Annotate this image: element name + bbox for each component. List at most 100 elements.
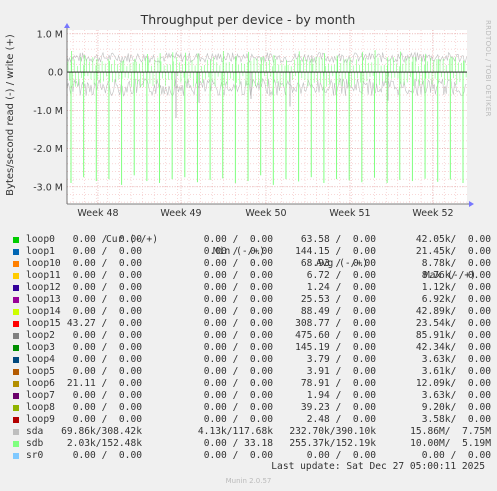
legend-name: sda (26, 426, 44, 437)
legend-cur: 0.00 / 0.00 (72, 306, 142, 317)
legend-avg: 3.79 / 0.00 (306, 354, 376, 365)
legend-avg: 63.58 / 0.00 (300, 234, 376, 245)
legend-swatch (13, 393, 19, 399)
legend-avg: 6.72 / 0.00 (306, 270, 376, 281)
legend-max: 3.63k/ 0.00 (421, 390, 491, 401)
legend-name: loop7 (26, 390, 55, 401)
legend-row-loop11: loop11 0.00 / 0.00 0.00 / 0.00 6.72 / 0.00 8… (0, 270, 497, 282)
legend-max: 23.54k/ 0.00 (415, 318, 491, 329)
legend-name: sr0 (26, 450, 44, 461)
legend-swatch (13, 357, 19, 363)
legend-swatch (13, 309, 19, 315)
y-axis-arrow (64, 23, 70, 28)
legend-max: 6.92k/ 0.00 (421, 294, 491, 305)
legend-cur: 0.00 / 0.00 (72, 414, 142, 425)
legend-swatch (13, 249, 19, 255)
legend-cur: 0.00 / 0.00 (72, 258, 142, 269)
legend-cur: 0.00 / 0.00 (72, 234, 142, 245)
legend-min: 0.00 / 0.00 (203, 450, 273, 461)
legend-min: 0.00 / 0.00 (203, 390, 273, 401)
last-update: Last update: Sat Dec 27 05:00:11 2025 (271, 461, 485, 472)
legend-row-sr0: sr0 0.00 / 0.00 0.00 / 0.00 0.00 / 0.00 0.00… (0, 450, 497, 462)
legend-cur: 0.00 / 0.00 (72, 330, 142, 341)
legend-row-loop8: loop8 0.00 / 0.00 0.00 / 0.00 39.23 / 0.00 9… (0, 402, 497, 414)
legend-avg: 232.70k/390.10k (289, 426, 376, 437)
legend-row-loop14: loop14 0.00 / 0.00 0.00 / 0.00 88.49 / 0.00… (0, 306, 497, 318)
legend-min: 0.00 / 0.00 (203, 282, 273, 293)
legend-max: 21.45k/ 0.00 (415, 246, 491, 257)
legend-cur: 0.00 / 0.00 (72, 354, 142, 365)
legend-name: loop13 (26, 294, 61, 305)
legend-avg: 88.49 / 0.00 (300, 306, 376, 317)
legend-row-loop10: loop10 0.00 / 0.00 0.00 / 0.00 68.93 / 0.00… (0, 258, 497, 270)
series-layer (66, 50, 467, 185)
legend-avg: 1.94 / 0.00 (306, 390, 376, 401)
legend-name: loop2 (26, 330, 55, 341)
legend-header: Cur (-/+) Min (-/+) Avg (-/+) Max (-/+) (0, 222, 497, 281)
legend-row-loop1: loop1 0.00 / 0.00 0.00 / 0.00 144.15 / 0.00… (0, 246, 497, 258)
legend-max: 42.89k/ 0.00 (415, 306, 491, 317)
legend-avg: 68.93 / 0.00 (300, 258, 376, 269)
legend-swatch (13, 345, 19, 351)
legend-row-loop2: loop2 0.00 / 0.00 0.00 / 0.00 475.60 / 0.00… (0, 330, 497, 342)
legend-max: 3.61k/ 0.00 (421, 366, 491, 377)
legend-min: 0.00 / 0.00 (203, 378, 273, 389)
legend-min: 0.00 / 0.00 (203, 246, 273, 257)
legend-max: 3.63k/ 0.00 (421, 354, 491, 365)
throughput-chart: Throughput per device - by month RRDTOOL… (5, 12, 492, 219)
legend-swatch (13, 405, 19, 411)
legend-swatch (13, 321, 19, 327)
legend-swatch (13, 369, 19, 375)
y-tick-label: -3.0 M (33, 182, 63, 193)
legend-cur: 0.00 / 0.00 (72, 342, 142, 353)
legend-avg: 3.91 / 0.00 (306, 366, 376, 377)
legend-avg: 475.60 / 0.00 (295, 330, 376, 341)
legend-min: 0.00 / 0.00 (203, 318, 273, 329)
legend-row-sdb: sdb 2.03k/152.48k 0.00 / 33.18 255.37k/152.… (0, 438, 497, 450)
y-tick-label: -2.0 M (33, 144, 63, 155)
legend-cur: 43.27 / 0.00 (66, 318, 142, 329)
legend-swatch (13, 273, 19, 279)
legend-max: 85.91k/ 0.00 (415, 330, 491, 341)
legend-max: 8.78k/ 0.00 (421, 258, 491, 269)
legend-cur: 0.00 / 0.00 (72, 270, 142, 281)
legend-swatch (13, 297, 19, 303)
legend-swatch (13, 441, 19, 447)
legend-avg: 1.24 / 0.00 (306, 282, 376, 293)
legend-min: 0.00 / 0.00 (203, 330, 273, 341)
header-max: Max (-/+) (424, 270, 476, 281)
legend-min: 0.00 / 0.00 (203, 294, 273, 305)
x-tick-label: Week 48 (77, 208, 118, 219)
legend-cur: 69.86k/308.42k (61, 426, 142, 437)
x-tick-label: Week 52 (412, 208, 453, 219)
plot-area (67, 30, 467, 204)
legend-avg: 0.00 / 0.00 (306, 450, 376, 461)
legend-cur: 21.11 / 0.00 (66, 378, 142, 389)
legend-min: 4.13k/117.68k (197, 426, 273, 437)
legend-avg: 308.77 / 0.00 (295, 318, 376, 329)
legend-avg: 144.15 / 0.00 (295, 246, 376, 257)
legend-row-loop4: loop4 0.00 / 0.00 0.00 / 0.00 3.79 / 0.00 3.… (0, 354, 497, 366)
legend-swatch (13, 453, 19, 459)
legend-name: loop5 (26, 366, 55, 377)
legend-row-sda: sda 69.86k/308.42k 4.13k/117.68k 232.70k/39… (0, 426, 497, 438)
legend-max: 12.09k/ 0.00 (415, 378, 491, 389)
legend-row-loop6: loop6 21.11 / 0.00 0.00 / 0.00 78.91 / 0.00… (0, 378, 497, 390)
legend-name: loop6 (26, 378, 55, 389)
legend-table: Cur (-/+) Min (-/+) Avg (-/+) Max (-/+) … (0, 222, 497, 462)
legend-swatch (13, 381, 19, 387)
y-tick-label: 1.0 M (37, 29, 63, 40)
legend-row-loop7: loop7 0.00 / 0.00 0.00 / 0.00 1.94 / 0.00 3.… (0, 390, 497, 402)
legend-max: 8.76k/ 0.00 (421, 270, 491, 281)
legend-cur: 0.00 / 0.00 (72, 294, 142, 305)
legend-min: 0.00 / 0.00 (203, 306, 273, 317)
x-axis-arrow (469, 201, 474, 207)
rrdtool-credit: RRDTOOL / TOBI OETIKER (484, 20, 492, 117)
legend-min: 0.00 / 33.18 (203, 438, 273, 449)
legend-row-loop12: loop12 0.00 / 0.00 0.00 / 0.00 1.24 / 0.00 1… (0, 282, 497, 294)
legend-swatch (13, 261, 19, 267)
legend-max: 1.12k/ 0.00 (421, 282, 491, 293)
legend-name: loop3 (26, 342, 55, 353)
legend-name: loop11 (26, 270, 61, 281)
legend-min: 0.00 / 0.00 (203, 402, 273, 413)
